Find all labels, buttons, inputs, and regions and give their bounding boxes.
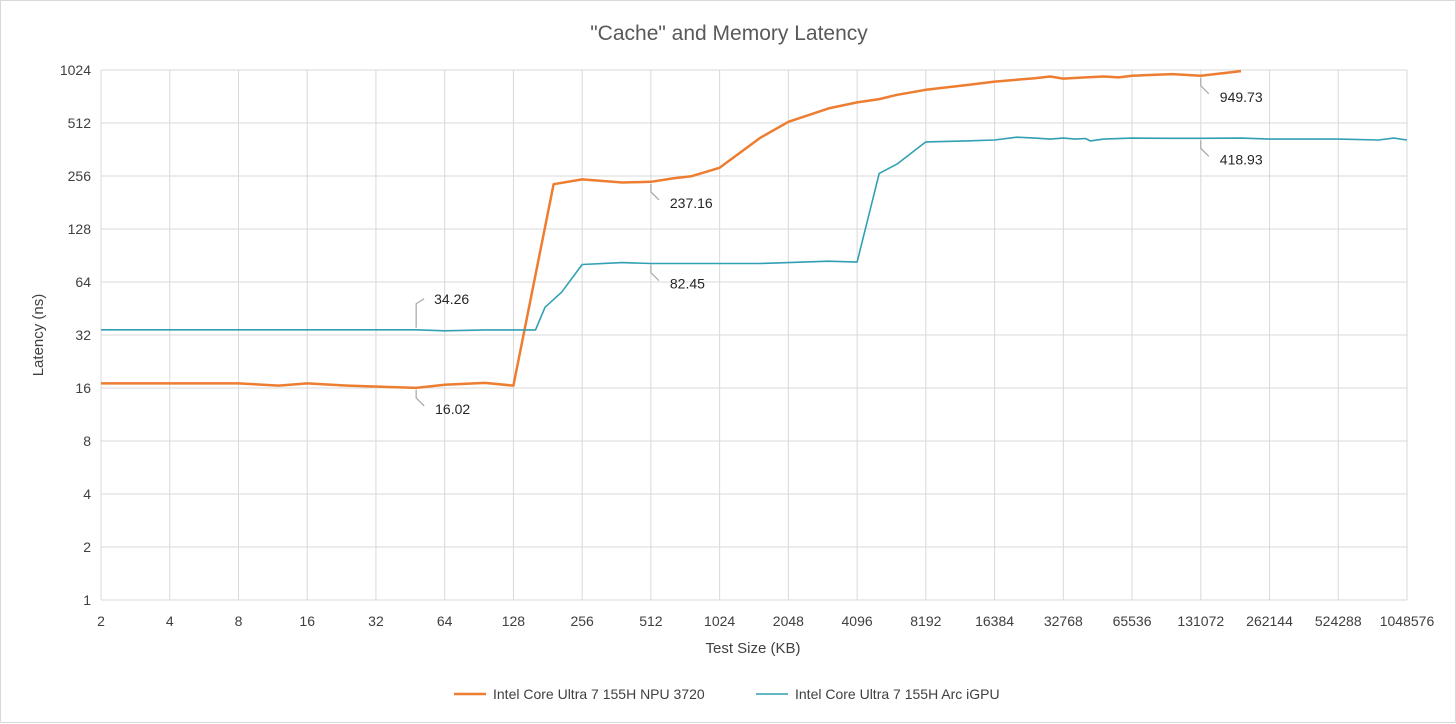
series-line-igpu bbox=[101, 136, 1408, 332]
y-tick-label: 32 bbox=[75, 327, 91, 343]
y-tick-label: 128 bbox=[68, 221, 92, 237]
data-label: 82.45 bbox=[670, 276, 705, 292]
y-tick-label: 4 bbox=[83, 486, 91, 502]
y-tick-label: 256 bbox=[68, 168, 92, 184]
y-tick-label: 64 bbox=[75, 274, 91, 290]
data-label: 34.26 bbox=[434, 291, 469, 307]
data-label-leader bbox=[1200, 77, 1210, 95]
x-tick-label: 32 bbox=[368, 613, 384, 629]
legend: Intel Core Ultra 7 155H NPU 3720 Intel Co… bbox=[454, 686, 1000, 702]
legend-item-npu: Intel Core Ultra 7 155H NPU 3720 bbox=[454, 686, 705, 702]
x-tick-label: 128 bbox=[502, 613, 526, 629]
y-tick-label: 1 bbox=[83, 592, 91, 608]
data-labels: 34.26 16.02 237.16 82.45 949.73 418.93 bbox=[415, 77, 1263, 417]
y-tick-label: 16 bbox=[75, 380, 91, 396]
data-label: 418.93 bbox=[1220, 151, 1263, 167]
series bbox=[101, 69, 1408, 390]
y-axis-title: Latency (ns) bbox=[30, 294, 47, 377]
data-label-leader bbox=[650, 264, 660, 282]
x-tick-label: 524288 bbox=[1315, 613, 1362, 629]
x-axis-title: Test Size (KB) bbox=[705, 640, 800, 657]
x-tick-label: 1024 bbox=[704, 613, 735, 629]
x-tick-label: 256 bbox=[570, 613, 594, 629]
data-label: 949.73 bbox=[1220, 89, 1263, 105]
data-label: 16.02 bbox=[435, 401, 470, 417]
grid bbox=[100, 69, 1408, 601]
x-tick-label: 16 bbox=[299, 613, 315, 629]
x-tick-label: 2048 bbox=[773, 613, 804, 629]
legend-item-igpu: Intel Core Ultra 7 155H Arc iGPU bbox=[756, 686, 1000, 702]
data-label-leader bbox=[650, 183, 660, 201]
y-tick-label: 1024 bbox=[60, 62, 91, 78]
series-line-npu bbox=[101, 69, 1242, 390]
data-label-leader bbox=[415, 298, 425, 328]
x-tick-label: 8 bbox=[235, 613, 243, 629]
x-tick-label: 4096 bbox=[842, 613, 873, 629]
x-tick-label: 32768 bbox=[1044, 613, 1083, 629]
legend-label: Intel Core Ultra 7 155H Arc iGPU bbox=[795, 686, 1000, 702]
y-tick-label: 512 bbox=[68, 115, 92, 131]
x-tick-label: 16384 bbox=[975, 613, 1014, 629]
y-tick-label: 2 bbox=[83, 539, 91, 555]
x-tick-label: 512 bbox=[639, 613, 663, 629]
x-tick-label: 64 bbox=[437, 613, 453, 629]
x-tick-label: 65536 bbox=[1113, 613, 1152, 629]
data-label: 237.16 bbox=[670, 195, 713, 211]
x-tick-label: 2 bbox=[97, 613, 105, 629]
legend-label: Intel Core Ultra 7 155H NPU 3720 bbox=[493, 686, 705, 702]
y-axis-ticks: 1 2 4 8 16 32 64 128 256 512 1024 bbox=[60, 62, 91, 608]
x-tick-label: 262144 bbox=[1246, 613, 1293, 629]
data-label-leader bbox=[1200, 140, 1210, 157]
chart-title: "Cache" and Memory Latency bbox=[590, 22, 868, 45]
x-axis-ticks: 2 4 8 16 32 64 128 256 512 1024 2048 4096 8192 16384 3… bbox=[97, 613, 1434, 629]
x-tick-label: 4 bbox=[166, 613, 174, 629]
x-tick-label: 131072 bbox=[1177, 613, 1224, 629]
y-tick-label: 8 bbox=[83, 433, 91, 449]
x-tick-label: 8192 bbox=[910, 613, 941, 629]
data-label-leader bbox=[415, 389, 425, 407]
x-tick-label: 1048576 bbox=[1380, 613, 1435, 629]
